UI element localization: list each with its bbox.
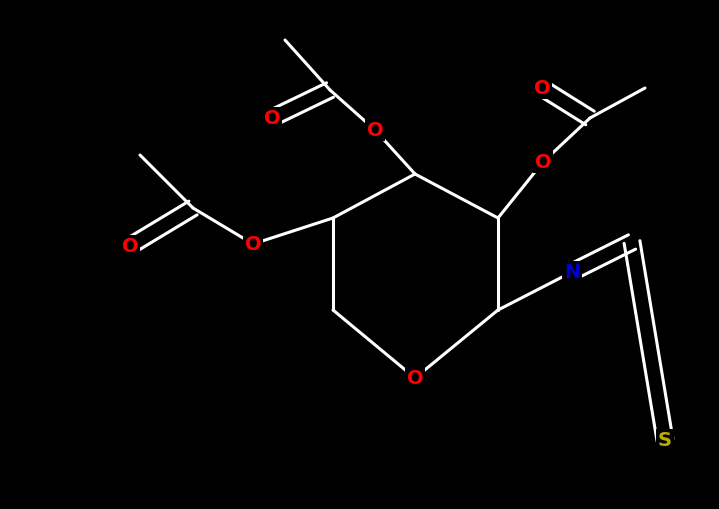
Text: O: O [122, 237, 138, 256]
Text: O: O [367, 121, 383, 139]
Text: O: O [535, 153, 551, 172]
Text: O: O [264, 108, 280, 127]
Text: O: O [244, 235, 261, 253]
Text: S: S [658, 431, 672, 449]
Text: O: O [407, 369, 423, 387]
Text: N: N [564, 263, 580, 281]
Text: O: O [533, 78, 550, 98]
